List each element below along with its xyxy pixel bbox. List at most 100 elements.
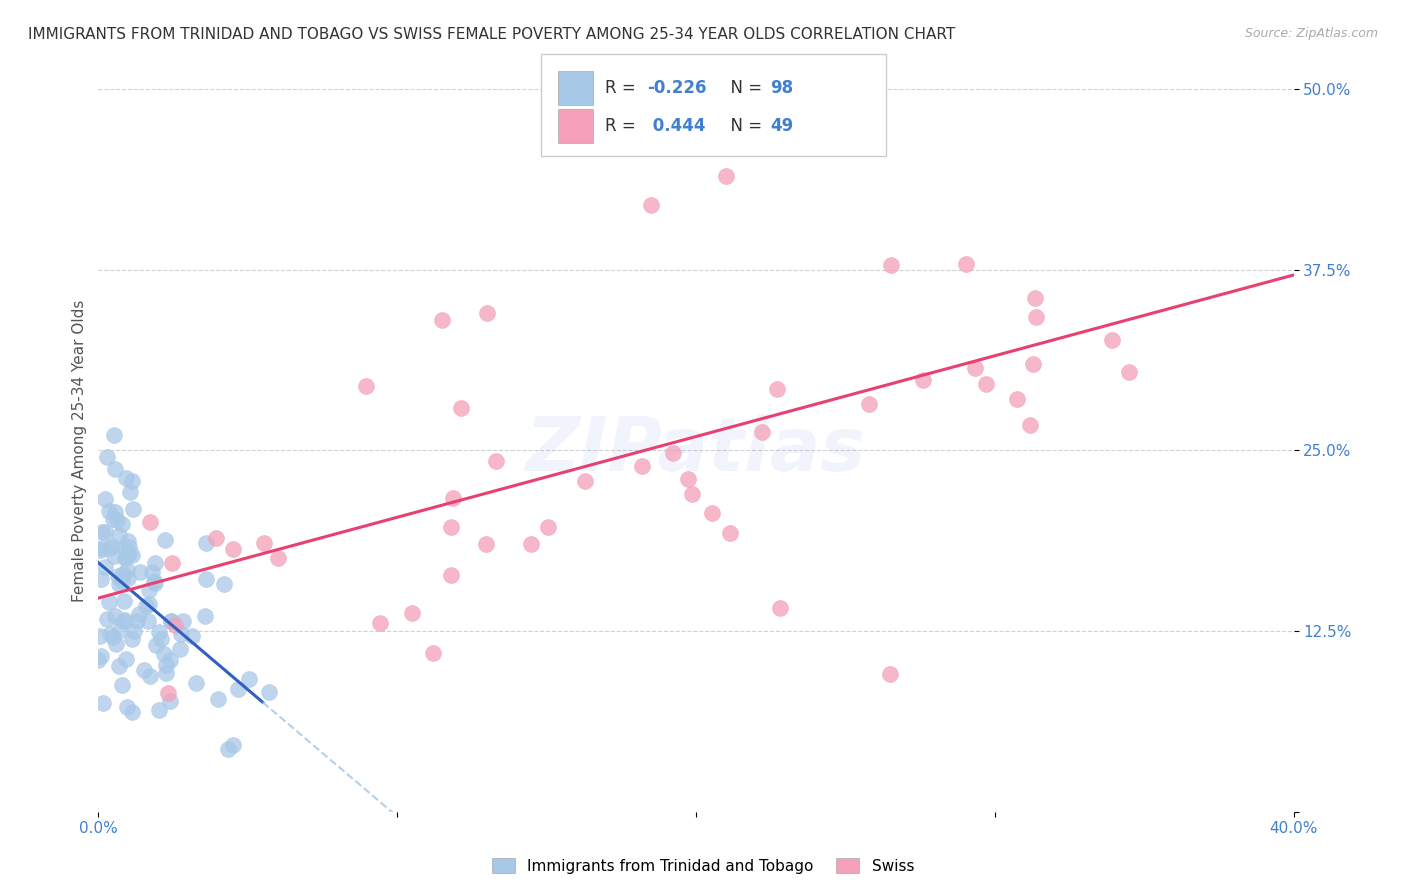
Point <box>401 606 423 620</box>
Point <box>1018 417 1040 432</box>
Point <box>143 556 166 570</box>
Point <box>138 582 160 597</box>
Point <box>475 537 498 551</box>
Text: ZIPatlas: ZIPatlas <box>526 414 866 487</box>
Point <box>135 599 157 613</box>
Point <box>141 565 163 579</box>
Text: N =: N = <box>720 117 768 135</box>
Point <box>128 565 150 579</box>
Point <box>103 549 125 563</box>
Text: IMMIGRANTS FROM TRINIDAD AND TOBAGO VS SWISS FEMALE POVERTY AMONG 25-34 YEAR OLD: IMMIGRANTS FROM TRINIDAD AND TOBAGO VS S… <box>28 27 955 42</box>
Point <box>94 491 117 506</box>
Point <box>97 503 120 517</box>
Point <box>145 638 167 652</box>
Text: -0.226: -0.226 <box>647 79 706 97</box>
Point <box>212 577 235 591</box>
Point <box>1005 392 1028 406</box>
Point <box>194 536 217 550</box>
Point <box>160 614 183 628</box>
Point <box>485 454 508 468</box>
Point <box>103 428 125 442</box>
Point <box>222 738 245 752</box>
Point <box>238 672 260 686</box>
Point <box>768 601 790 615</box>
Point <box>155 533 177 547</box>
Point <box>132 663 155 677</box>
Point <box>148 625 170 640</box>
Point <box>100 627 122 641</box>
Point <box>226 681 249 696</box>
Point <box>217 741 239 756</box>
Point <box>117 547 139 561</box>
Point <box>180 629 202 643</box>
Point <box>441 491 464 505</box>
Point <box>111 677 134 691</box>
Point <box>170 627 193 641</box>
Point <box>953 68 976 82</box>
Point <box>101 512 124 526</box>
Text: R =: R = <box>605 117 641 135</box>
Text: N =: N = <box>720 79 768 97</box>
Point <box>149 632 172 647</box>
Point <box>118 547 141 561</box>
Point <box>121 548 143 562</box>
Point <box>121 474 143 488</box>
Point <box>252 536 274 550</box>
Point <box>159 614 181 628</box>
Point <box>422 647 444 661</box>
Point <box>90 572 112 586</box>
Point <box>172 615 194 629</box>
Point <box>368 615 391 630</box>
Point <box>115 699 138 714</box>
Point <box>963 361 986 376</box>
Point <box>114 613 136 627</box>
Point <box>955 257 977 271</box>
Point <box>138 515 160 529</box>
Point <box>121 705 143 719</box>
Point <box>163 618 186 632</box>
Point <box>139 669 162 683</box>
Point <box>98 595 121 609</box>
Point <box>194 609 217 624</box>
Point <box>115 563 138 577</box>
Point <box>108 658 131 673</box>
Point <box>976 377 998 392</box>
Point <box>90 648 112 663</box>
Point <box>204 531 226 545</box>
Point <box>153 647 176 661</box>
Point <box>751 425 773 439</box>
Point <box>115 652 138 666</box>
Point <box>718 526 741 541</box>
Y-axis label: Female Poverty Among 25-34 Year Olds: Female Poverty Among 25-34 Year Olds <box>72 300 87 601</box>
Text: Source: ZipAtlas.com: Source: ZipAtlas.com <box>1244 27 1378 40</box>
Point <box>879 666 901 681</box>
Point <box>221 542 243 557</box>
Point <box>108 623 131 637</box>
Point <box>700 506 723 520</box>
Point <box>122 502 145 516</box>
Point <box>118 541 141 555</box>
Text: R =: R = <box>605 79 641 97</box>
Point <box>430 313 453 327</box>
Point <box>125 614 148 628</box>
Point <box>267 551 290 566</box>
Point <box>105 637 128 651</box>
Point <box>101 630 124 644</box>
Point <box>354 378 377 392</box>
Point <box>90 524 112 539</box>
Point <box>89 542 111 557</box>
Point <box>156 686 179 700</box>
Point <box>186 676 208 690</box>
Point <box>104 505 127 519</box>
Point <box>195 572 218 586</box>
Point <box>96 611 118 625</box>
Point <box>475 306 498 320</box>
Point <box>155 658 177 673</box>
Text: 0.444: 0.444 <box>647 117 706 135</box>
Point <box>91 541 114 556</box>
Point <box>858 397 880 411</box>
Point <box>1024 291 1046 305</box>
Point <box>714 169 737 183</box>
Point <box>259 685 281 699</box>
Point <box>117 534 139 549</box>
